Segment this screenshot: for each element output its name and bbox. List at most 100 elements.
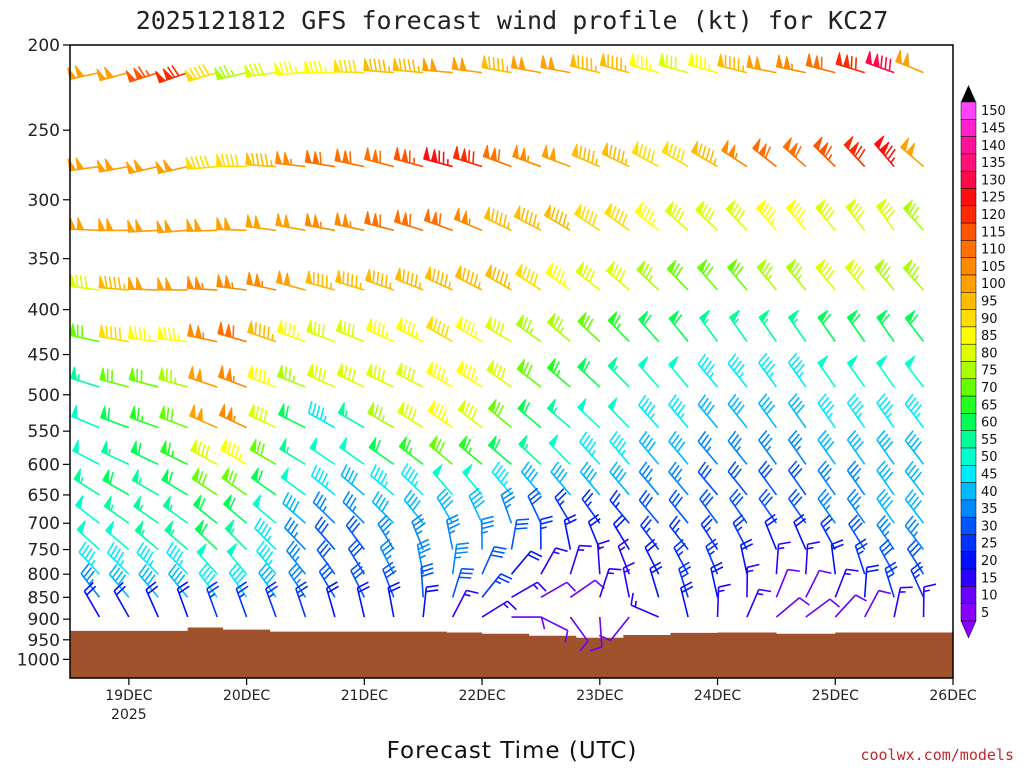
wind-barb [249, 438, 277, 466]
wind-barb [636, 260, 660, 291]
wind-barb [805, 53, 836, 74]
wind-barb [370, 464, 395, 496]
wind-barb [638, 394, 660, 429]
wind-barb [846, 460, 866, 496]
wind-barb [342, 490, 365, 524]
wind-barb [356, 581, 370, 618]
wind-barb [904, 515, 925, 551]
wind-barb [218, 403, 247, 429]
wind-barb [245, 214, 277, 232]
y-tick-label: 650 [28, 486, 60, 506]
wind-barb [333, 59, 365, 74]
colorbar-cell [960, 516, 977, 535]
colorbar-label: 15 [981, 571, 998, 586]
wind-barb [893, 586, 913, 618]
wind-barb [510, 55, 542, 74]
wind-barb [902, 259, 925, 291]
wind-barb [539, 515, 553, 550]
wind-barb [516, 358, 542, 388]
colorbar-label: 90 [981, 312, 998, 327]
wind-barb [900, 137, 925, 168]
wind-barb [127, 219, 159, 233]
wind-barb [609, 430, 630, 465]
wind-barb [680, 581, 694, 618]
wind-barb [416, 538, 431, 575]
wind-barb [166, 541, 189, 575]
colorbar-cell [960, 188, 977, 207]
wind-barb [612, 514, 630, 550]
wind-barb [422, 584, 439, 618]
y-tick-label: 600 [28, 455, 60, 475]
wind-barb [158, 367, 188, 388]
wind-barb [422, 57, 453, 74]
colorbar-cell [960, 326, 977, 345]
wind-barb [599, 568, 622, 598]
credit-link[interactable]: coolwx.com/models [860, 746, 1014, 764]
wind-barb [334, 148, 365, 168]
wind-barb [545, 262, 571, 291]
wind-barb [310, 464, 336, 496]
wind-barb [451, 56, 483, 74]
y-tick-label: 550 [28, 422, 60, 442]
wind-barb [217, 321, 247, 343]
wind-barb [758, 352, 778, 388]
x-tick-label: 24DEC [694, 688, 741, 704]
wind-barb [432, 463, 454, 496]
colorbar-label: 110 [981, 243, 1006, 258]
wind-barb [127, 276, 159, 291]
wind-barb [758, 430, 778, 465]
wind-barb [256, 540, 277, 575]
wind-barb [156, 219, 188, 234]
wind-barb [67, 157, 100, 172]
wind-barb [350, 561, 366, 598]
wind-barb [424, 266, 453, 291]
wind-barb [631, 141, 660, 168]
wind-barb [451, 589, 479, 618]
wind-barb [817, 355, 836, 388]
colorbar-label: 10 [981, 589, 998, 604]
wind-barb [246, 320, 277, 343]
wind-barb [188, 404, 218, 429]
wind-barb [252, 494, 277, 524]
wind-barb [347, 539, 366, 575]
wind-barb [758, 488, 778, 524]
wind-barb [325, 581, 339, 618]
colorbar-cell [960, 551, 977, 570]
colorbar-label: 115 [981, 225, 1006, 240]
wind-barb [486, 359, 512, 388]
wind-barb [607, 397, 630, 429]
colorbar-label: 30 [981, 519, 998, 534]
wind-barb [739, 538, 754, 575]
wind-barb [705, 538, 719, 575]
wind-barb [309, 437, 336, 466]
wind-barb [368, 437, 395, 466]
wind-barb [136, 541, 159, 575]
colorbar-label: 45 [981, 467, 998, 482]
wind-barb [168, 563, 189, 598]
wind-barb [805, 541, 820, 575]
wind-barb [245, 152, 277, 168]
wind-barb [217, 365, 247, 388]
wind-barb [98, 275, 129, 291]
wind-barb [817, 393, 836, 429]
wind-barb [487, 398, 513, 429]
wind-barb [454, 265, 483, 291]
colorbar-cell [960, 482, 977, 501]
wind-barb [423, 208, 453, 232]
wind-barb [451, 567, 474, 598]
y-tick-label: 750 [28, 541, 60, 561]
wind-barb [157, 277, 188, 291]
wind-barb [71, 404, 100, 429]
colorbar-cell [960, 499, 977, 518]
wind-barb [186, 218, 218, 233]
wind-barb [157, 326, 188, 343]
wind-barb [279, 438, 306, 466]
wind-barb [904, 430, 925, 465]
wind-barb [787, 393, 807, 429]
wind-barb [69, 323, 100, 343]
wind-barb [540, 616, 569, 643]
wind-barb [638, 356, 660, 388]
wind-barb [598, 616, 630, 642]
wind-barb [775, 597, 810, 618]
colorbar-cell [960, 568, 977, 587]
